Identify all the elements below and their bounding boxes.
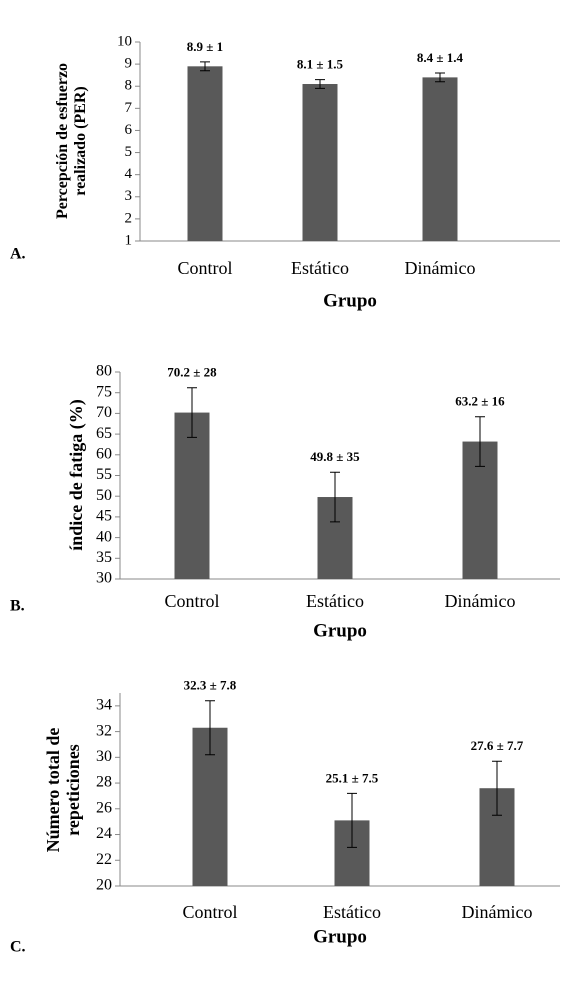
y-tick-label: 35 bbox=[96, 549, 112, 566]
x-tick-label: Estático bbox=[306, 591, 364, 611]
y-tick-label: 26 bbox=[96, 799, 112, 816]
x-axis-label: Grupo bbox=[313, 926, 367, 947]
x-axis-label: Grupo bbox=[313, 620, 367, 641]
y-tick-label: 70 bbox=[96, 404, 112, 421]
y-tick-label: 45 bbox=[96, 508, 112, 525]
y-tick-label: 30 bbox=[96, 748, 112, 765]
y-tick-label: 2 bbox=[125, 210, 133, 226]
y-tick-label: 1 bbox=[125, 232, 133, 248]
y-tick-label: 5 bbox=[125, 144, 133, 160]
x-tick-label: Control bbox=[164, 591, 219, 611]
error-bar bbox=[475, 416, 485, 467]
x-tick-label: Dinámico bbox=[405, 258, 476, 278]
bar bbox=[302, 84, 338, 241]
y-axis-label-line: índice de fatiga (%) bbox=[66, 399, 87, 550]
x-tick-label: Control bbox=[182, 902, 237, 922]
value-label: 70.2 ± 28 bbox=[167, 365, 217, 380]
panel-label: A. bbox=[10, 246, 26, 263]
y-tick-label: 8 bbox=[125, 78, 133, 94]
y-axis-label: Número total derepeticiones bbox=[43, 728, 83, 853]
error-bar bbox=[187, 387, 197, 438]
y-tick-label: 10 bbox=[117, 33, 132, 49]
y-axis-label: Percepción de esfuerzorealizado (PER) bbox=[54, 63, 89, 219]
value-label: 8.1 ± 1.5 bbox=[297, 57, 344, 72]
y-tick-label: 65 bbox=[96, 425, 112, 442]
bar bbox=[187, 66, 223, 241]
x-tick-label: Control bbox=[177, 258, 232, 278]
y-axis-label-line: Percepción de esfuerzo bbox=[54, 63, 71, 219]
y-tick-label: 20 bbox=[96, 877, 112, 894]
y-tick-label: 75 bbox=[96, 383, 112, 400]
y-tick-label: 9 bbox=[125, 56, 133, 72]
y-tick-label: 4 bbox=[125, 166, 133, 182]
y-axis-label-line: repeticiones bbox=[63, 744, 83, 836]
error-bar bbox=[435, 72, 445, 83]
value-label: 49.8 ± 35 bbox=[310, 449, 360, 464]
value-label: 8.4 ± 1.4 bbox=[417, 50, 464, 65]
y-axis-label-line: realizado (PER) bbox=[72, 86, 89, 195]
y-tick-label: 80 bbox=[96, 363, 112, 380]
value-label: 27.6 ± 7.7 bbox=[471, 738, 524, 753]
value-label: 32.3 ± 7.8 bbox=[184, 678, 237, 693]
y-tick-label: 3 bbox=[125, 188, 133, 204]
panel-label: C. bbox=[10, 939, 26, 956]
error-bar bbox=[492, 760, 502, 816]
x-tick-label: Dinámico bbox=[445, 591, 516, 611]
y-tick-label: 40 bbox=[96, 528, 112, 545]
error-bar bbox=[330, 471, 340, 523]
y-tick-label: 60 bbox=[96, 445, 112, 462]
value-label: 8.9 ± 1 bbox=[187, 39, 223, 54]
y-tick-label: 32 bbox=[96, 722, 112, 739]
y-tick-label: 55 bbox=[96, 466, 112, 483]
x-tick-label: Estático bbox=[291, 258, 349, 278]
error-bar bbox=[347, 792, 357, 848]
y-tick-label: 6 bbox=[125, 122, 133, 138]
y-tick-label: 30 bbox=[96, 570, 112, 587]
bar bbox=[422, 77, 458, 241]
y-tick-label: 24 bbox=[96, 825, 112, 842]
value-label: 63.2 ± 16 bbox=[455, 394, 505, 409]
x-tick-label: Estático bbox=[323, 902, 381, 922]
x-tick-label: Dinámico bbox=[462, 902, 533, 922]
x-axis-label: Grupo bbox=[323, 290, 377, 311]
panel-label: B. bbox=[10, 598, 25, 615]
y-axis-label-line: Número total de bbox=[43, 728, 63, 853]
y-tick-label: 22 bbox=[96, 851, 112, 868]
value-label: 25.1 ± 7.5 bbox=[326, 770, 379, 785]
y-axis-label: índice de fatiga (%) bbox=[66, 399, 87, 550]
y-tick-label: 34 bbox=[96, 697, 112, 714]
bar bbox=[174, 412, 210, 579]
error-bar bbox=[205, 700, 215, 756]
y-tick-label: 7 bbox=[125, 100, 133, 116]
error-bar bbox=[200, 61, 210, 72]
error-bar bbox=[315, 79, 325, 89]
y-tick-label: 28 bbox=[96, 774, 112, 791]
y-tick-label: 50 bbox=[96, 487, 112, 504]
